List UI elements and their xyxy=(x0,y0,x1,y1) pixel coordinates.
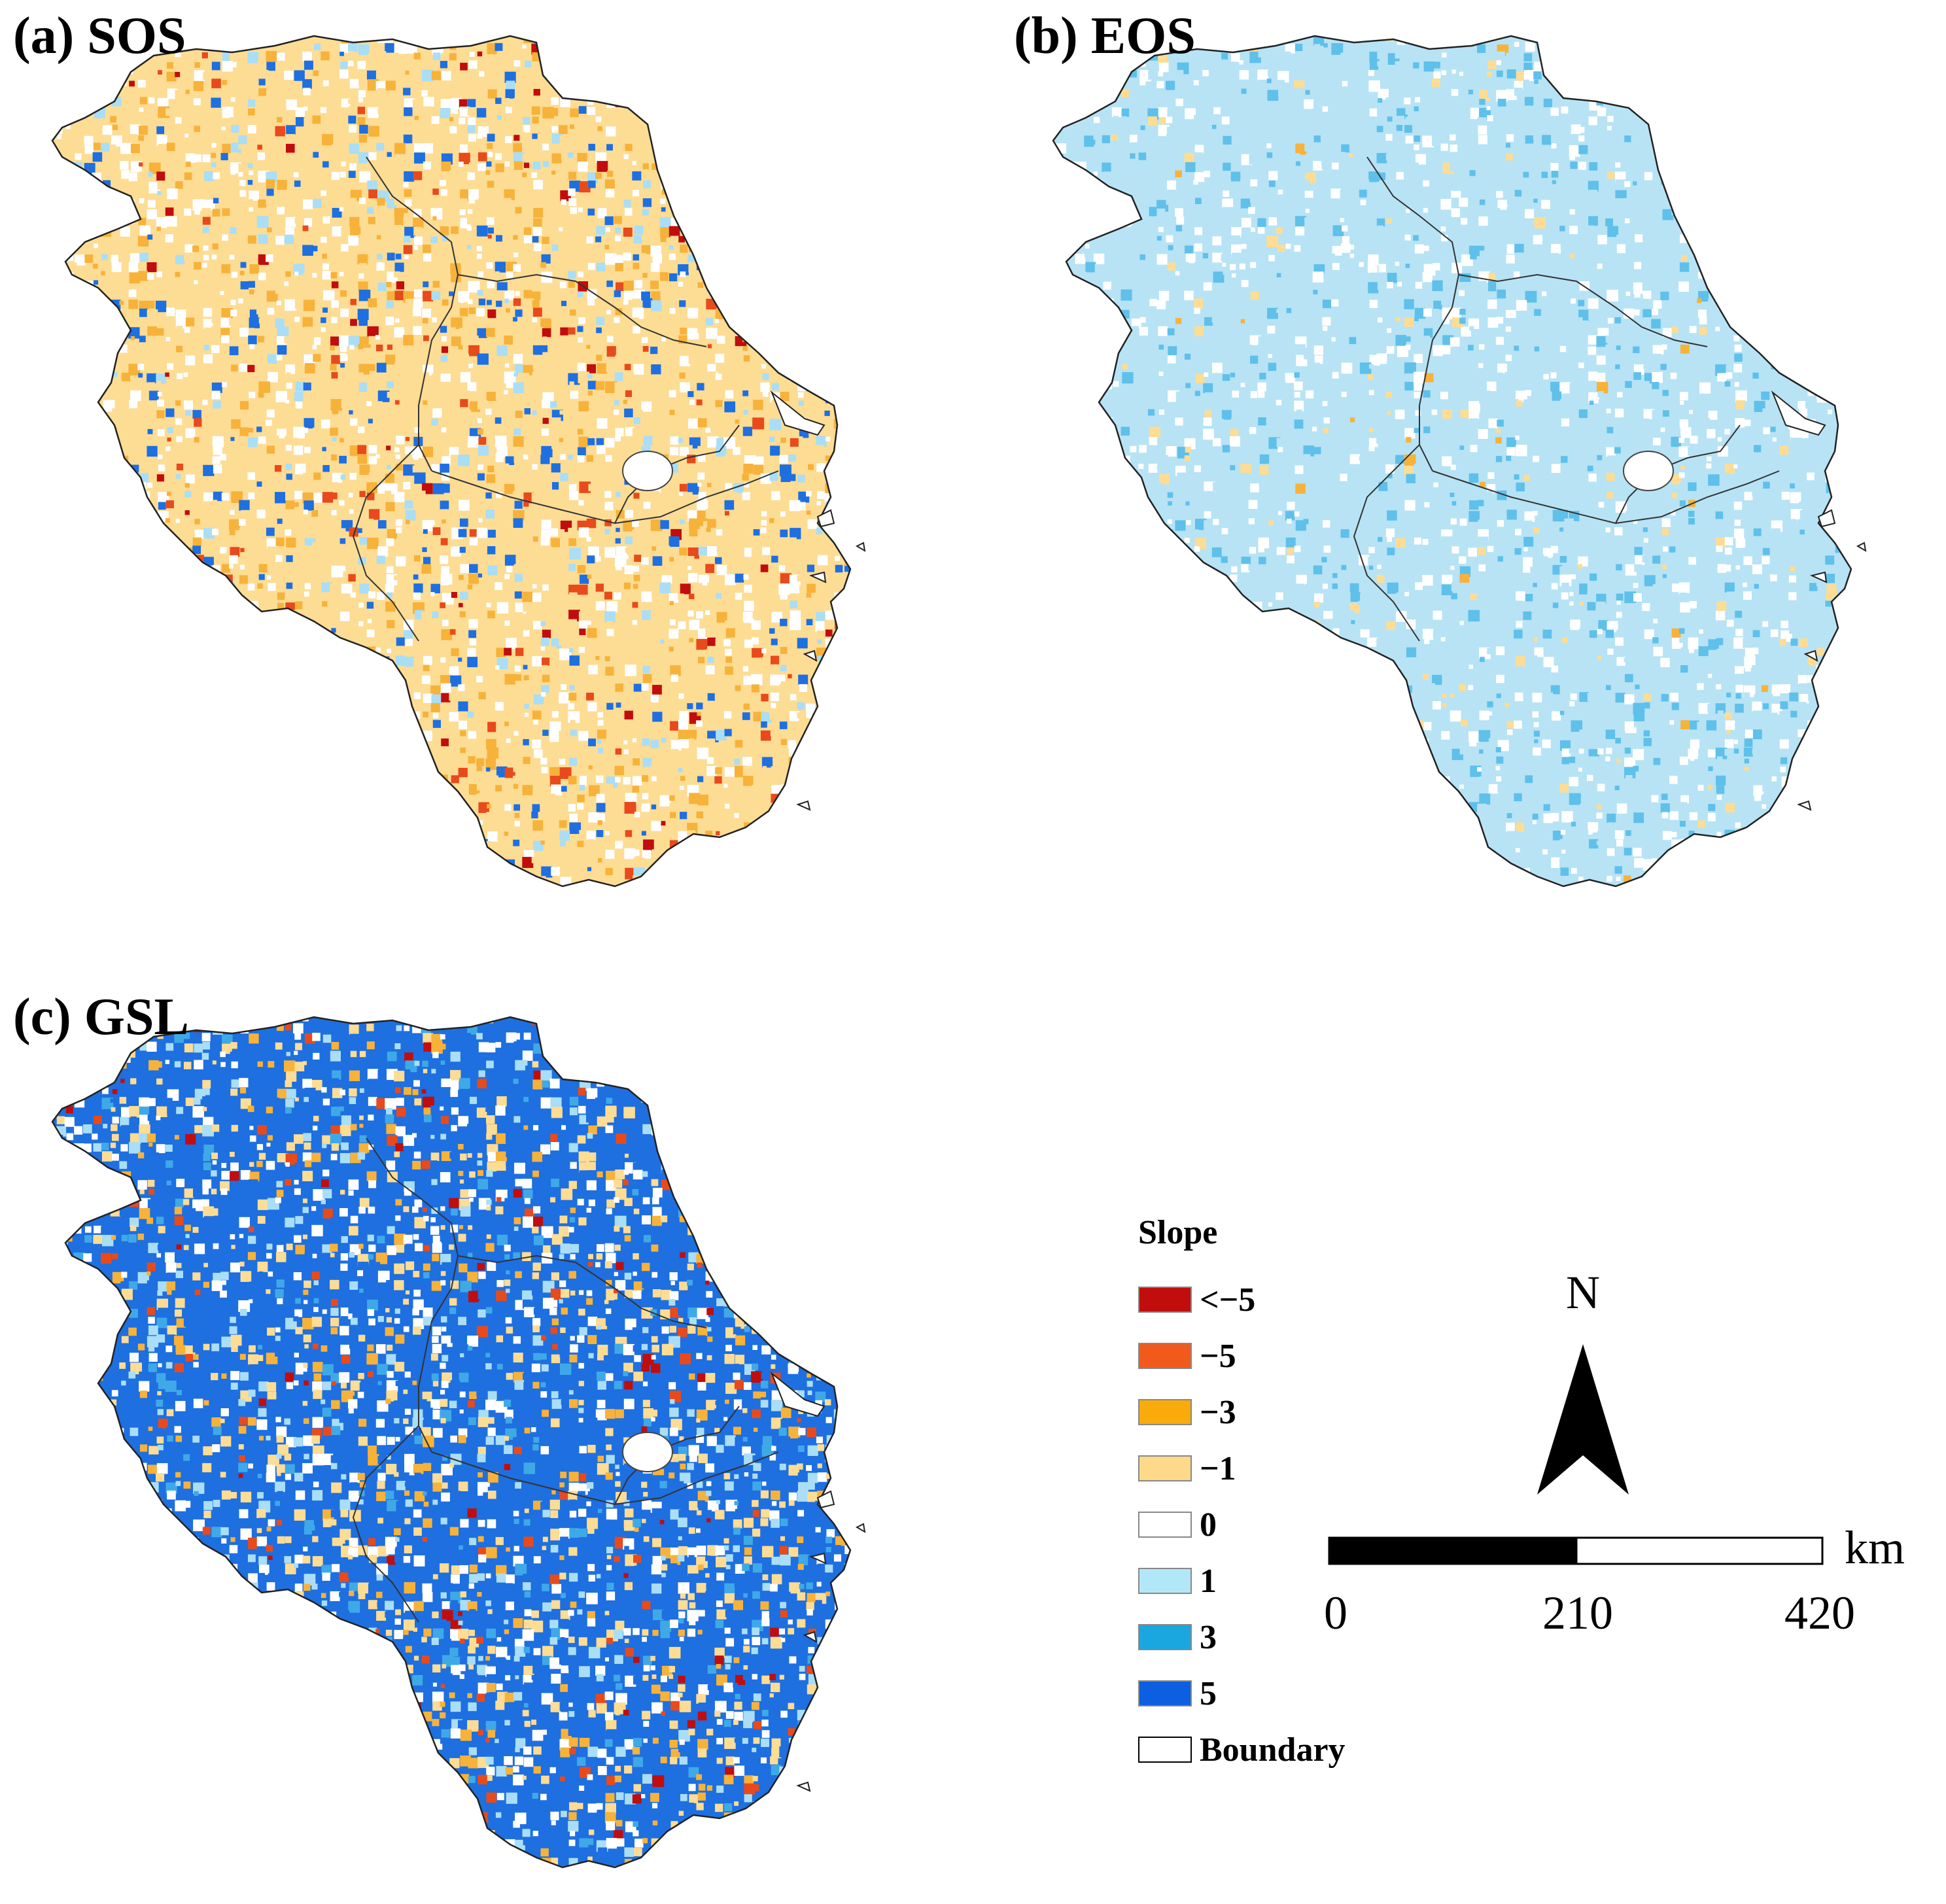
slope-raster xyxy=(52,1017,850,1867)
panel-title-sos: (a) SOS xyxy=(13,7,186,65)
north-label: N xyxy=(1566,1266,1600,1319)
province-boundary xyxy=(1366,156,1460,472)
legend-swatch xyxy=(1138,1624,1192,1650)
legend-label: 0 xyxy=(1200,1506,1217,1544)
island-outline xyxy=(796,1781,811,1792)
map-sos xyxy=(51,35,866,888)
region-boundary xyxy=(1052,35,1852,888)
slope-raster xyxy=(1053,36,1851,886)
island-outline xyxy=(1817,509,1836,528)
island-outline xyxy=(855,1523,866,1533)
legend-item: −5 xyxy=(1138,1328,1346,1384)
legend-item: −3 xyxy=(1138,1384,1346,1440)
legend-label: <−5 xyxy=(1200,1281,1256,1319)
legend-label: −5 xyxy=(1200,1337,1236,1375)
island-outline xyxy=(796,800,811,811)
map-gsl xyxy=(51,1016,866,1869)
legend-label: 3 xyxy=(1200,1618,1217,1656)
island-outline xyxy=(855,542,866,552)
province-boundary xyxy=(457,1255,707,1328)
island-outline xyxy=(808,571,827,583)
island-outline xyxy=(1803,649,1818,662)
legend-item: 0 xyxy=(1138,1497,1346,1553)
island-outline xyxy=(1856,542,1867,552)
north-arrow-icon xyxy=(1537,1344,1629,1495)
panel-title-gsl: (c) GSL xyxy=(13,988,189,1046)
scale-unit: km xyxy=(1845,1521,1905,1574)
lake xyxy=(1623,451,1674,491)
lake xyxy=(622,451,673,491)
legend-label: −1 xyxy=(1200,1449,1236,1487)
legend-item: <−5 xyxy=(1138,1272,1346,1328)
legend-label: Boundary xyxy=(1200,1731,1346,1769)
legend-swatch xyxy=(1138,1512,1192,1538)
province-boundary xyxy=(352,1425,419,1623)
scale-bar-graphic xyxy=(1328,1536,1824,1565)
island-outline xyxy=(803,1631,818,1643)
legend-swatch xyxy=(1138,1343,1192,1369)
region-boundary xyxy=(51,1016,852,1869)
province-boundary xyxy=(1353,444,1420,642)
legend-item: 3 xyxy=(1138,1609,1346,1665)
north-arrow: N xyxy=(1518,1266,1648,1508)
slope-raster xyxy=(52,36,850,886)
legend-swatch-boundary xyxy=(1138,1737,1192,1763)
legend: Slope <−5 −5 −3 −1 0 1 3 5 Boundary xyxy=(1138,1213,1346,1778)
legend-swatch xyxy=(1138,1680,1192,1706)
legend-swatch xyxy=(1138,1287,1192,1313)
scale-tick: 420 xyxy=(1784,1587,1855,1639)
island-outline xyxy=(1771,390,1826,436)
island-outline xyxy=(770,390,825,436)
scale-tick: 0 xyxy=(1324,1587,1347,1639)
legend-label: 5 xyxy=(1200,1674,1217,1712)
island-outline xyxy=(816,1490,835,1509)
legend-title: Slope xyxy=(1138,1214,1218,1251)
legend-label: 1 xyxy=(1200,1562,1217,1600)
legend-item: −1 xyxy=(1138,1440,1346,1497)
map-panel-gsl: (c) GSL xyxy=(0,981,916,1871)
legend-swatch xyxy=(1138,1455,1192,1481)
province-boundary xyxy=(366,156,459,472)
island-outline xyxy=(808,1552,827,1565)
legend-swatch xyxy=(1138,1568,1192,1594)
province-boundary xyxy=(1458,273,1708,347)
province-boundary xyxy=(457,273,707,347)
map-panel-eos: (b) EOS xyxy=(1001,0,1917,890)
scale-tick: 210 xyxy=(1542,1587,1613,1639)
map-eos xyxy=(1052,35,1867,888)
map-panel-sos: (a) SOS xyxy=(0,0,916,890)
island-outline xyxy=(816,509,835,528)
island-outline xyxy=(1797,800,1812,811)
province-boundary xyxy=(366,1137,459,1453)
legend-item: Boundary xyxy=(1138,1722,1346,1778)
scale-bar: km 0 210 420 xyxy=(1324,1521,1917,1652)
province-boundary xyxy=(352,444,419,642)
island-outline xyxy=(770,1371,825,1417)
legend-item: 5 xyxy=(1138,1665,1346,1722)
legend-item: 1 xyxy=(1138,1553,1346,1609)
legend-swatch xyxy=(1138,1399,1192,1425)
panel-title-eos: (b) EOS xyxy=(1014,7,1196,65)
island-outline xyxy=(803,649,818,662)
lake xyxy=(622,1432,673,1472)
legend-label: −3 xyxy=(1200,1393,1236,1431)
island-outline xyxy=(1809,571,1828,583)
region-boundary xyxy=(51,35,852,888)
